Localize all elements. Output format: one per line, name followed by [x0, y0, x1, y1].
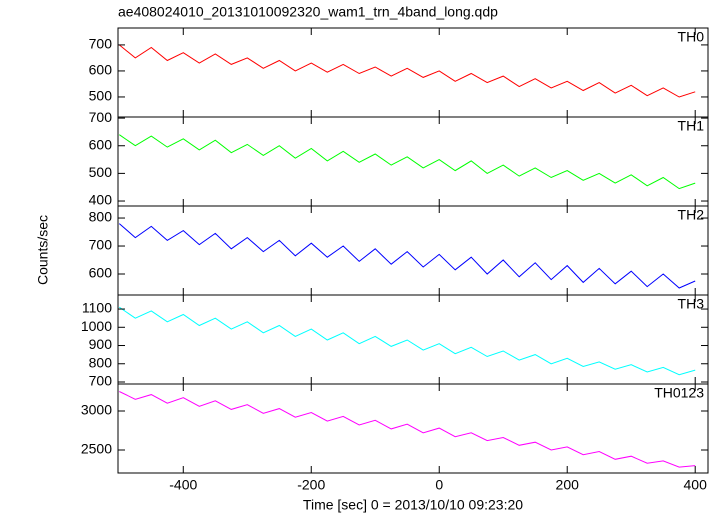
y-tick-label: 700 [89, 36, 113, 52]
y-tick-label: 800 [89, 354, 113, 370]
x-tick-label: -400 [169, 477, 197, 493]
panel-label: TH0123 [654, 385, 704, 401]
x-tick-label: -200 [297, 477, 325, 493]
y-tick-label: 1100 [82, 300, 112, 316]
data-line [118, 223, 696, 289]
y-tick-label: 3000 [81, 402, 112, 418]
y-tick-label: 700 [89, 109, 113, 125]
x-tick-label: 0 [435, 477, 443, 493]
y-tick-label: 700 [89, 373, 113, 389]
y-tick-label: 700 [89, 237, 113, 253]
y-tick-label: 800 [89, 209, 113, 225]
y-tick-label: 500 [89, 88, 113, 104]
panel-frame [117, 205, 709, 296]
x-tick-label: 200 [556, 477, 580, 493]
y-tick-label: 2500 [81, 441, 112, 457]
data-line [119, 134, 696, 190]
panel-label: TH2 [678, 207, 705, 223]
panel-frame [117, 116, 709, 207]
panel-label: TH0 [678, 29, 705, 45]
y-tick-label: 600 [89, 136, 113, 152]
chart-title: ae408024010_20131010092320_wam1_trn_4ban… [118, 4, 498, 20]
x-tick-label: 400 [684, 477, 708, 493]
panel-frame [117, 294, 709, 385]
panel-label: TH3 [678, 296, 705, 312]
y-tick-label: 1000 [81, 318, 112, 334]
x-axis-label: Time [sec] 0 = 2013/10/10 09:23:20 [303, 497, 523, 513]
panel-frame [117, 383, 709, 474]
data-line [118, 44, 696, 98]
panel-label: TH1 [678, 118, 705, 134]
y-tick-label: 400 [89, 192, 113, 208]
data-line [119, 306, 696, 376]
y-axis-label: Counts/sec [35, 215, 51, 285]
y-tick-label: 900 [89, 336, 113, 352]
data-line [119, 391, 696, 468]
panel-frame [117, 27, 709, 118]
y-tick-label: 500 [89, 164, 113, 180]
y-tick-label: 600 [89, 62, 113, 78]
y-tick-label: 600 [89, 265, 113, 281]
